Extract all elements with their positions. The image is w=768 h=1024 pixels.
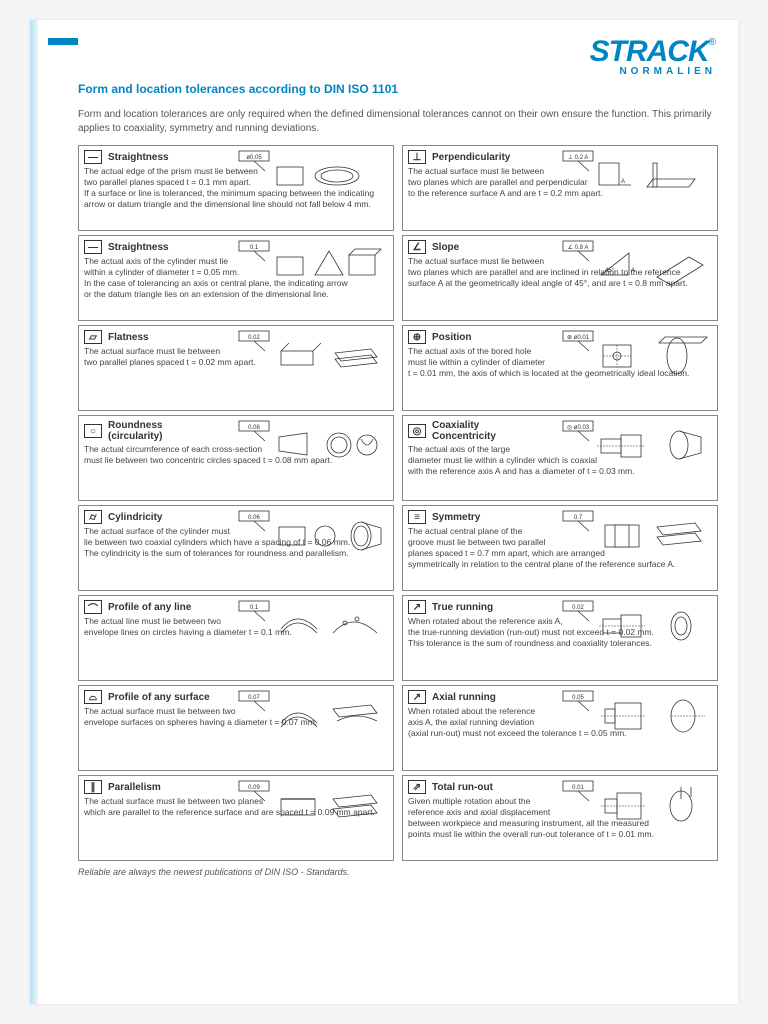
tolerance-symbol-icon: ○ xyxy=(84,424,102,438)
tolerance-cell: ∥ Parallelism 0.09 The actual surface mu… xyxy=(78,775,394,861)
tolerance-symbol-icon: ∠ xyxy=(408,240,426,254)
tolerance-illustration: 0.02 xyxy=(561,599,711,647)
tolerance-title: Parallelism xyxy=(108,782,161,793)
left-stripe xyxy=(30,20,38,1004)
document-title: Form and location tolerances according t… xyxy=(78,82,718,96)
tolerance-title: Cylindricity xyxy=(108,512,162,523)
tolerance-title: Straightness xyxy=(108,242,169,253)
tolerance-illustration: ⊕ ø0.01 xyxy=(561,329,711,377)
tolerance-illustration: 0.05 xyxy=(561,689,711,737)
tolerance-symbol-icon: ∥ xyxy=(84,780,102,794)
tolerance-title: Perpendicularity xyxy=(432,152,510,163)
svg-text:0.02: 0.02 xyxy=(572,605,584,611)
intro-text: Form and location tolerances are only re… xyxy=(78,108,718,135)
tolerance-illustration: 0.01 xyxy=(561,779,711,827)
tolerance-symbol-icon: — xyxy=(84,240,102,254)
tolerance-illustration: ⊥ 0.2 A A xyxy=(561,149,711,197)
svg-text:45°: 45° xyxy=(605,268,615,274)
tolerance-symbol-icon: ⊥ xyxy=(408,150,426,164)
tolerance-cell: ⇗ Total run-out 0.01 Given multiple rota… xyxy=(402,775,718,861)
tolerance-cell: — Straightness 0.1 The actual axis of th… xyxy=(78,235,394,321)
tolerance-illustration: 0.7 xyxy=(561,509,711,557)
tolerance-title: CoaxialityConcentricity xyxy=(432,420,496,442)
footnote: Reliable are always the newest publicati… xyxy=(78,867,718,877)
top-accent-bar xyxy=(48,38,78,45)
tolerance-title: Total run-out xyxy=(432,782,493,793)
svg-text:0.07: 0.07 xyxy=(248,695,260,701)
tolerance-cell: ⌓ Profile of any surface 0.07 The actual… xyxy=(78,685,394,771)
tolerance-title: Profile of any surface xyxy=(108,692,210,703)
svg-text:0.1: 0.1 xyxy=(250,245,259,251)
tolerance-symbol-icon: ⌒ xyxy=(84,600,102,614)
tolerance-symbol-icon: ⊕ xyxy=(408,330,426,344)
tolerance-grid: — Straightness ø0.05 The actual edge of … xyxy=(78,145,718,861)
tolerance-symbol-icon: ⌭ xyxy=(84,510,102,524)
svg-text:◎ ø0.03: ◎ ø0.03 xyxy=(567,425,590,431)
tolerance-symbol-icon: ⇗ xyxy=(408,780,426,794)
tolerance-cell: ▱ Flatness 0.02 The actual surface must … xyxy=(78,325,394,411)
tolerance-symbol-icon: ↗ xyxy=(408,600,426,614)
tolerance-symbol-icon: ⌓ xyxy=(84,690,102,704)
tolerance-illustration: 0.07 xyxy=(237,689,387,737)
tolerance-illustration: 0.1 xyxy=(237,239,387,287)
tolerance-symbol-icon: ◎ xyxy=(408,424,426,438)
tolerance-symbol-icon: ↗ xyxy=(408,690,426,704)
svg-text:A: A xyxy=(621,179,625,185)
svg-text:0.7: 0.7 xyxy=(574,515,583,521)
tolerance-cell: ⌭ Cylindricity 0.06 The actual surface o… xyxy=(78,505,394,591)
tolerance-cell: ⊥ Perpendicularity ⊥ 0.2 AA The actual s… xyxy=(402,145,718,231)
svg-text:0.08: 0.08 xyxy=(248,425,260,431)
tolerance-illustration: 0.09 xyxy=(237,779,387,827)
tolerance-cell: ∠ Slope ∠ 0.8 A45°A The actual surface m… xyxy=(402,235,718,321)
tolerance-illustration: ø0.05 xyxy=(237,149,387,197)
tolerance-cell: ⌒ Profile of any line 0.1 The actual lin… xyxy=(78,595,394,681)
page: STRACK® NORMALIEN Form and location tole… xyxy=(30,20,738,1004)
tolerance-title: Flatness xyxy=(108,332,149,343)
tolerance-cell: — Straightness ø0.05 The actual edge of … xyxy=(78,145,394,231)
tolerance-title: Slope xyxy=(432,242,459,253)
svg-text:0.02: 0.02 xyxy=(248,335,260,341)
svg-text:0.1: 0.1 xyxy=(250,605,259,611)
tolerance-illustration: 0.08 xyxy=(237,419,387,467)
svg-text:⊕ ø0.01: ⊕ ø0.01 xyxy=(567,335,590,341)
tolerance-symbol-icon: — xyxy=(84,150,102,164)
tolerance-cell: ○ Roundness(circularity) 0.08 The actual… xyxy=(78,415,394,501)
svg-text:ø0.05: ø0.05 xyxy=(246,155,262,161)
logo: STRACK® NORMALIEN xyxy=(590,38,716,76)
tolerance-illustration: 0.1 xyxy=(237,599,387,647)
tolerance-cell: ↗ True running 0.02 When rotated about t… xyxy=(402,595,718,681)
tolerance-symbol-icon: ≡ xyxy=(408,510,426,524)
svg-text:0.09: 0.09 xyxy=(248,785,260,791)
svg-text:0.06: 0.06 xyxy=(248,515,260,521)
svg-text:0.01: 0.01 xyxy=(572,785,584,791)
tolerance-cell: ◎ CoaxialityConcentricity ◎ ø0.03 The ac… xyxy=(402,415,718,501)
tolerance-illustration: ◎ ø0.03 xyxy=(561,419,711,467)
svg-text:⊥ 0.2 A: ⊥ 0.2 A xyxy=(568,154,589,161)
logo-reg: ® xyxy=(709,37,716,48)
tolerance-illustration: ∠ 0.8 A 45° A xyxy=(561,239,711,287)
tolerance-cell: ↗ Axial running 0.05 When rotated about … xyxy=(402,685,718,771)
tolerance-title: Profile of any line xyxy=(108,602,191,613)
tolerance-title: Symmetry xyxy=(432,512,480,523)
tolerance-title: True running xyxy=(432,602,493,613)
svg-text:A: A xyxy=(631,268,635,274)
svg-text:∠ 0.8 A: ∠ 0.8 A xyxy=(568,244,589,251)
tolerance-illustration: 0.06 xyxy=(237,509,387,557)
tolerance-cell: ≡ Symmetry 0.7 The actual central plane … xyxy=(402,505,718,591)
tolerance-cell: ⊕ Position ⊕ ø0.01 The actual axis of th… xyxy=(402,325,718,411)
tolerance-title: Straightness xyxy=(108,152,169,163)
tolerance-symbol-icon: ▱ xyxy=(84,330,102,344)
logo-main: STRACK xyxy=(590,35,709,68)
tolerance-illustration: 0.02 xyxy=(237,329,387,377)
tolerance-title: Position xyxy=(432,332,471,343)
tolerance-title: Roundness(circularity) xyxy=(108,420,162,442)
svg-text:0.05: 0.05 xyxy=(572,695,584,701)
tolerance-title: Axial running xyxy=(432,692,496,703)
